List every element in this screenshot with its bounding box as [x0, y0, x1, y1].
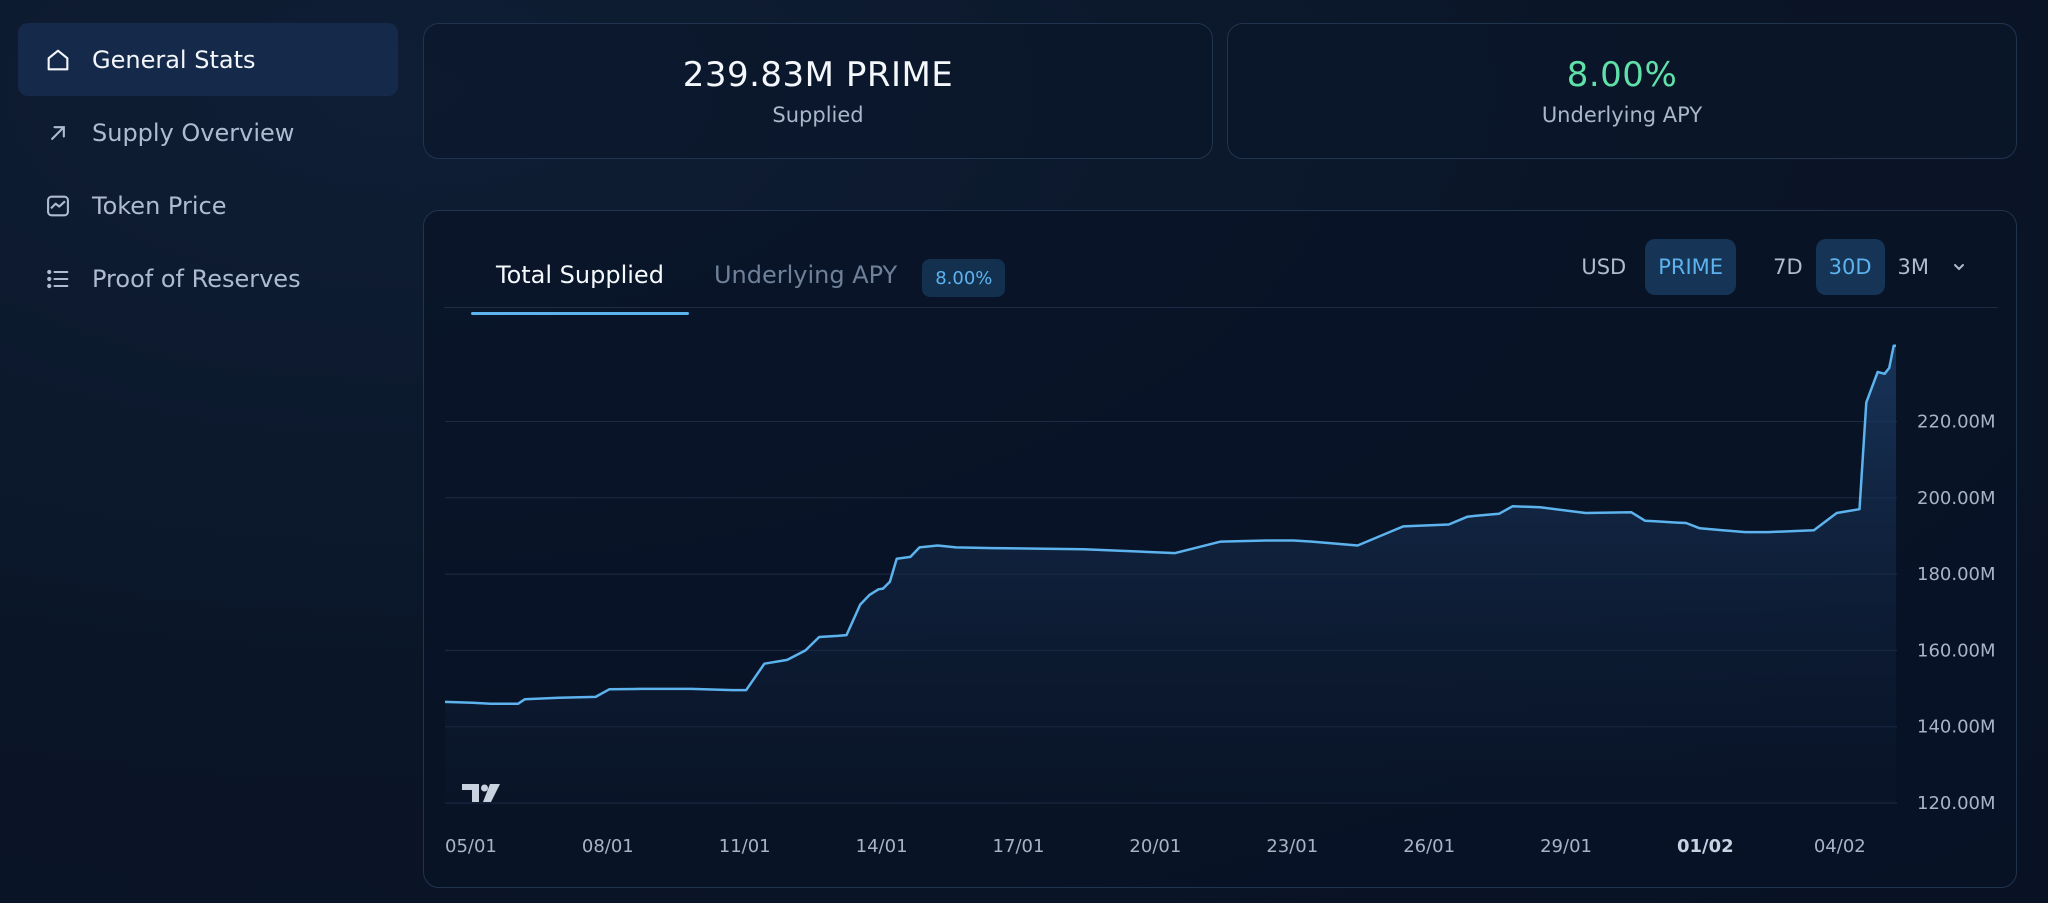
chart-panel: Total Supplied Underlying APY 8.00% USD …	[423, 210, 2017, 888]
x-tick-label: 04/02	[1814, 836, 1866, 857]
x-tick-label: 05/01	[445, 836, 497, 857]
supplied-card: 239.83M PRIME Supplied	[423, 23, 1213, 159]
apy-badge: 8.00%	[922, 259, 1006, 297]
y-tick-label: 220.00M	[1917, 411, 1996, 432]
sidebar-item-general-stats[interactable]: General Stats	[18, 23, 398, 96]
sidebar-item-token-price[interactable]: Token Price	[18, 169, 398, 242]
x-tick-label: 29/01	[1540, 836, 1592, 857]
supplied-label: Supplied	[772, 103, 864, 127]
y-tick-label: 120.00M	[1917, 793, 1996, 814]
range-30d-button[interactable]: 30D	[1815, 239, 1885, 295]
total-supplied-chart[interactable]: 120.00M 140.00M 160.00M 180.00M 200.00M 220.0…	[424, 211, 2018, 889]
tab-underlying-apy[interactable]: Underlying APY	[713, 261, 898, 289]
chart-controls: USD PRIME 7D 30D 3M	[1568, 239, 1976, 295]
sidebar-item-proof-of-reserves[interactable]: Proof of Reserves	[18, 242, 398, 315]
supplied-value: 239.83M PRIME	[682, 55, 954, 95]
x-tick-label: 01/02	[1677, 836, 1734, 857]
apy-card: 8.00% Underlying APY	[1227, 23, 2017, 159]
currency-prime-button[interactable]: PRIME	[1645, 239, 1737, 295]
x-tick-label: 14/01	[856, 836, 908, 857]
sidebar-item-label: Proof of Reserves	[92, 264, 301, 293]
apy-label: Underlying APY	[1541, 103, 1703, 127]
home-icon	[44, 46, 72, 74]
sidebar-item-label: General Stats	[92, 45, 256, 74]
y-tick-label: 160.00M	[1917, 640, 1996, 661]
sidebar-item-label: Supply Overview	[92, 118, 295, 147]
chart-tabs: Total Supplied Underlying APY 8.00%	[471, 241, 1006, 315]
list-icon	[44, 265, 72, 293]
sidebar-item-label: Token Price	[92, 191, 227, 220]
x-tick-label: 20/01	[1129, 836, 1181, 857]
chart-header-divider	[444, 307, 1998, 308]
sidebar-item-supply-overview[interactable]: Supply Overview	[18, 96, 398, 169]
series-line	[444, 344, 1896, 706]
x-tick-label: 11/01	[719, 836, 771, 857]
apy-value: 8.00%	[1566, 55, 1678, 95]
currency-usd-button[interactable]: USD	[1581, 255, 1627, 279]
y-tick-label: 200.00M	[1917, 488, 1996, 509]
x-tick-label: 23/01	[1266, 836, 1318, 857]
x-tick-label: 17/01	[993, 836, 1045, 857]
x-tick-label: 26/01	[1403, 836, 1455, 857]
range-7d-button[interactable]: 7D	[1773, 255, 1803, 279]
y-tick-label: 140.00M	[1917, 717, 1996, 738]
arrow-up-right-icon	[44, 119, 72, 147]
y-tick-label: 180.00M	[1917, 564, 1996, 585]
x-tick-label: 08/01	[582, 836, 634, 857]
chart-icon	[44, 192, 72, 220]
tradingview-logo-icon	[462, 784, 500, 802]
chevron-down-icon[interactable]	[1942, 239, 1976, 295]
series-area-fill	[445, 345, 1896, 803]
sidebar: General Stats Supply Overview Token Pric…	[18, 23, 398, 315]
range-3m-button[interactable]: 3M	[1897, 255, 1929, 279]
tab-total-supplied[interactable]: Total Supplied	[471, 241, 689, 315]
